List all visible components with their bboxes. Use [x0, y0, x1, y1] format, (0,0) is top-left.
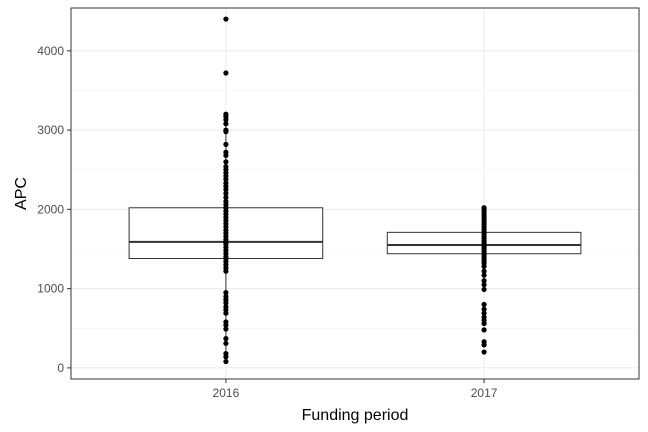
plot-panel-border — [70, 7, 640, 380]
data-point — [223, 340, 229, 346]
axes: 0 1000 2000 3000 4000 2016 2017 — [37, 44, 497, 400]
data-point — [223, 326, 229, 332]
data-point — [481, 282, 487, 288]
data-point — [481, 268, 487, 274]
y-tick-label: 2000 — [37, 202, 64, 216]
data-point — [481, 342, 487, 348]
x-tick-label: 2017 — [471, 386, 498, 400]
y-tick-label: 3000 — [37, 123, 64, 137]
data-point — [223, 186, 229, 193]
data-point — [223, 190, 229, 197]
data-point — [223, 322, 229, 328]
data-point — [223, 141, 229, 147]
data-point — [223, 16, 229, 22]
data-point — [223, 70, 229, 76]
data-point — [481, 327, 487, 333]
data-point — [223, 300, 229, 306]
y-axis-title: APC — [13, 177, 30, 210]
data-point — [481, 320, 487, 327]
data-point — [223, 176, 229, 182]
data-point — [223, 289, 229, 296]
data-point — [223, 152, 229, 159]
data-point — [223, 121, 229, 127]
x-axis-title: Funding period — [302, 407, 409, 424]
data-point — [481, 306, 487, 312]
x-tick-label: 2016 — [213, 386, 240, 400]
data-point — [481, 272, 487, 278]
data-point — [481, 263, 487, 270]
data-point — [223, 194, 229, 201]
y-tick-label: 1000 — [37, 282, 64, 296]
data-point — [481, 286, 487, 293]
data-point — [223, 358, 229, 365]
data-point — [223, 117, 229, 123]
data-point — [223, 354, 229, 360]
data-point — [223, 310, 229, 316]
data-point — [481, 301, 487, 308]
data-points — [223, 16, 487, 365]
data-point — [481, 310, 487, 316]
data-point — [223, 268, 229, 274]
data-point — [481, 349, 487, 355]
data-point — [223, 335, 229, 342]
y-tick-label: 0 — [57, 361, 64, 375]
y-tick-label: 4000 — [37, 44, 64, 58]
data-point — [223, 129, 229, 135]
data-point — [481, 278, 487, 284]
data-point — [223, 159, 229, 165]
